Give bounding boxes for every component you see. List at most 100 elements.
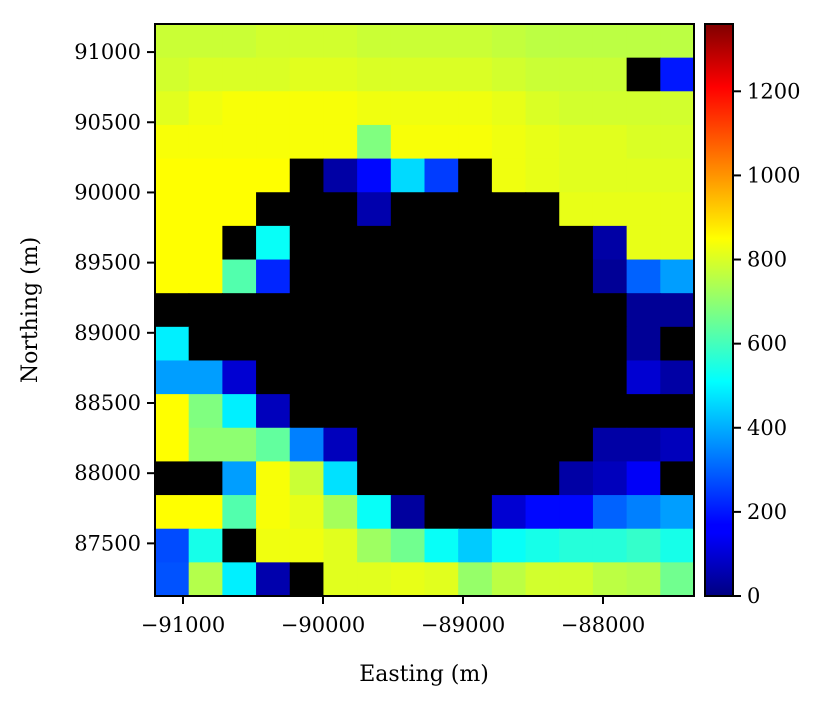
heatmap-cell: [357, 528, 392, 563]
heatmap-cell: [424, 293, 459, 328]
colorbar-tick-label: 1000: [747, 163, 800, 187]
heatmap-cell: [525, 91, 560, 126]
heatmap-cell: [626, 394, 661, 429]
heatmap-cell: [458, 24, 493, 59]
heatmap-cell: [491, 124, 527, 160]
heatmap-cell: [424, 91, 459, 126]
heatmap-cell: [188, 427, 223, 463]
heatmap-cell: [323, 124, 358, 160]
heatmap-cell: [626, 427, 661, 463]
heatmap-cell: [559, 24, 594, 59]
heatmap-cell: [458, 91, 493, 126]
heatmap-cell: [289, 326, 325, 362]
heatmap-cell: [289, 394, 325, 429]
heatmap-cell: [660, 225, 695, 261]
heatmap-cell: [357, 24, 392, 59]
heatmap-cell: [559, 293, 594, 328]
y-tick-label: 89000: [74, 321, 141, 345]
heatmap-cell: [188, 259, 223, 294]
heatmap-cell: [222, 360, 257, 395]
heatmap-cell: [222, 192, 257, 227]
colorbar-tick-label: 1200: [747, 79, 800, 103]
y-axis: 87500 88000 88500 89000 89500 90000 90500 91000: [74, 40, 155, 555]
heatmap-cell: [525, 293, 560, 328]
heatmap-cell: [525, 562, 560, 597]
heatmap-cell: [592, 225, 628, 261]
heatmap-cell: [390, 461, 426, 496]
heatmap-cell: [256, 225, 291, 261]
heatmap-cell: [155, 360, 190, 395]
heatmap-cell: [559, 495, 594, 530]
heatmap-cell: [660, 192, 695, 227]
heatmap-cell: [458, 461, 493, 496]
heatmap-cell: [525, 158, 560, 193]
colorbar: [704, 23, 734, 597]
heatmap-cell: [390, 562, 426, 597]
heatmap-cell: [256, 461, 291, 496]
heatmap-cell: [357, 394, 392, 429]
heatmap-cell: [188, 360, 223, 395]
heatmap-cell: [323, 528, 358, 563]
heatmap-cell: [390, 91, 426, 126]
heatmap-cell: [491, 225, 527, 261]
heatmap-cell: [289, 91, 325, 126]
heatmap-cell: [188, 562, 223, 597]
heatmap-cell: [188, 326, 223, 362]
heatmap-cell: [592, 124, 628, 160]
heatmap-cell: [491, 528, 527, 563]
heatmap-cell: [592, 57, 628, 92]
heatmap-cell: [660, 326, 695, 362]
heatmap-cell: [660, 24, 695, 59]
heatmap-cell: [357, 562, 392, 597]
heatmap-cell: [626, 259, 661, 294]
heatmap-cell: [155, 495, 190, 530]
heatmap-cell: [155, 427, 190, 463]
heatmap-cell: [256, 259, 291, 294]
heatmap-cell: [289, 461, 325, 496]
heatmap-cell: [390, 124, 426, 160]
heatmap-cell: [660, 57, 695, 92]
heatmap-cell: [256, 293, 291, 328]
heatmap-cell: [458, 562, 493, 597]
heatmap-cell: [559, 394, 594, 429]
x-tick-label: −89000: [421, 613, 505, 637]
heatmap-cell: [491, 562, 527, 597]
heatmap-cell: [390, 495, 426, 530]
heatmap-cell: [188, 293, 223, 328]
heatmap-cell: [222, 326, 257, 362]
heatmap-cell: [222, 427, 257, 463]
x-tick-label: −90000: [281, 613, 365, 637]
heatmap-cell: [323, 192, 358, 227]
heatmap-cell: [458, 57, 493, 92]
heatmap-cell: [491, 158, 527, 193]
colorbar-tick-label: 0: [747, 584, 760, 608]
heatmap-cell: [188, 461, 223, 496]
heatmap-cell: [626, 124, 661, 160]
heatmap-cell: [592, 495, 628, 530]
heatmap-cell: [155, 192, 190, 227]
heatmap-cell: [525, 24, 560, 59]
heatmap-cell: [525, 57, 560, 92]
y-tick-label: 91000: [74, 40, 141, 64]
heatmap-cell: [424, 461, 459, 496]
heatmap-cell: [289, 293, 325, 328]
colorbar-tick-label: 200: [747, 500, 787, 524]
heatmap-cell: [390, 24, 426, 59]
heatmap-cell: [525, 192, 560, 227]
heatmap-cell: [424, 495, 459, 530]
heatmap-cell: [491, 192, 527, 227]
heatmap-cell: [491, 495, 527, 530]
heatmap-cell: [626, 360, 661, 395]
heatmap-cell: [491, 394, 527, 429]
heatmap-cell: [592, 326, 628, 362]
heatmap-cell: [424, 326, 459, 362]
heatmap-cell: [458, 495, 493, 530]
heatmap-cell: [188, 225, 223, 261]
x-axis-label: Easting (m): [359, 662, 489, 687]
heatmap-cell: [256, 427, 291, 463]
heatmap-cell: [660, 124, 695, 160]
heatmap-cell: [289, 360, 325, 395]
y-tick-label: 89500: [74, 251, 141, 275]
heatmap-cell: [491, 360, 527, 395]
heatmap-cell: [357, 57, 392, 92]
